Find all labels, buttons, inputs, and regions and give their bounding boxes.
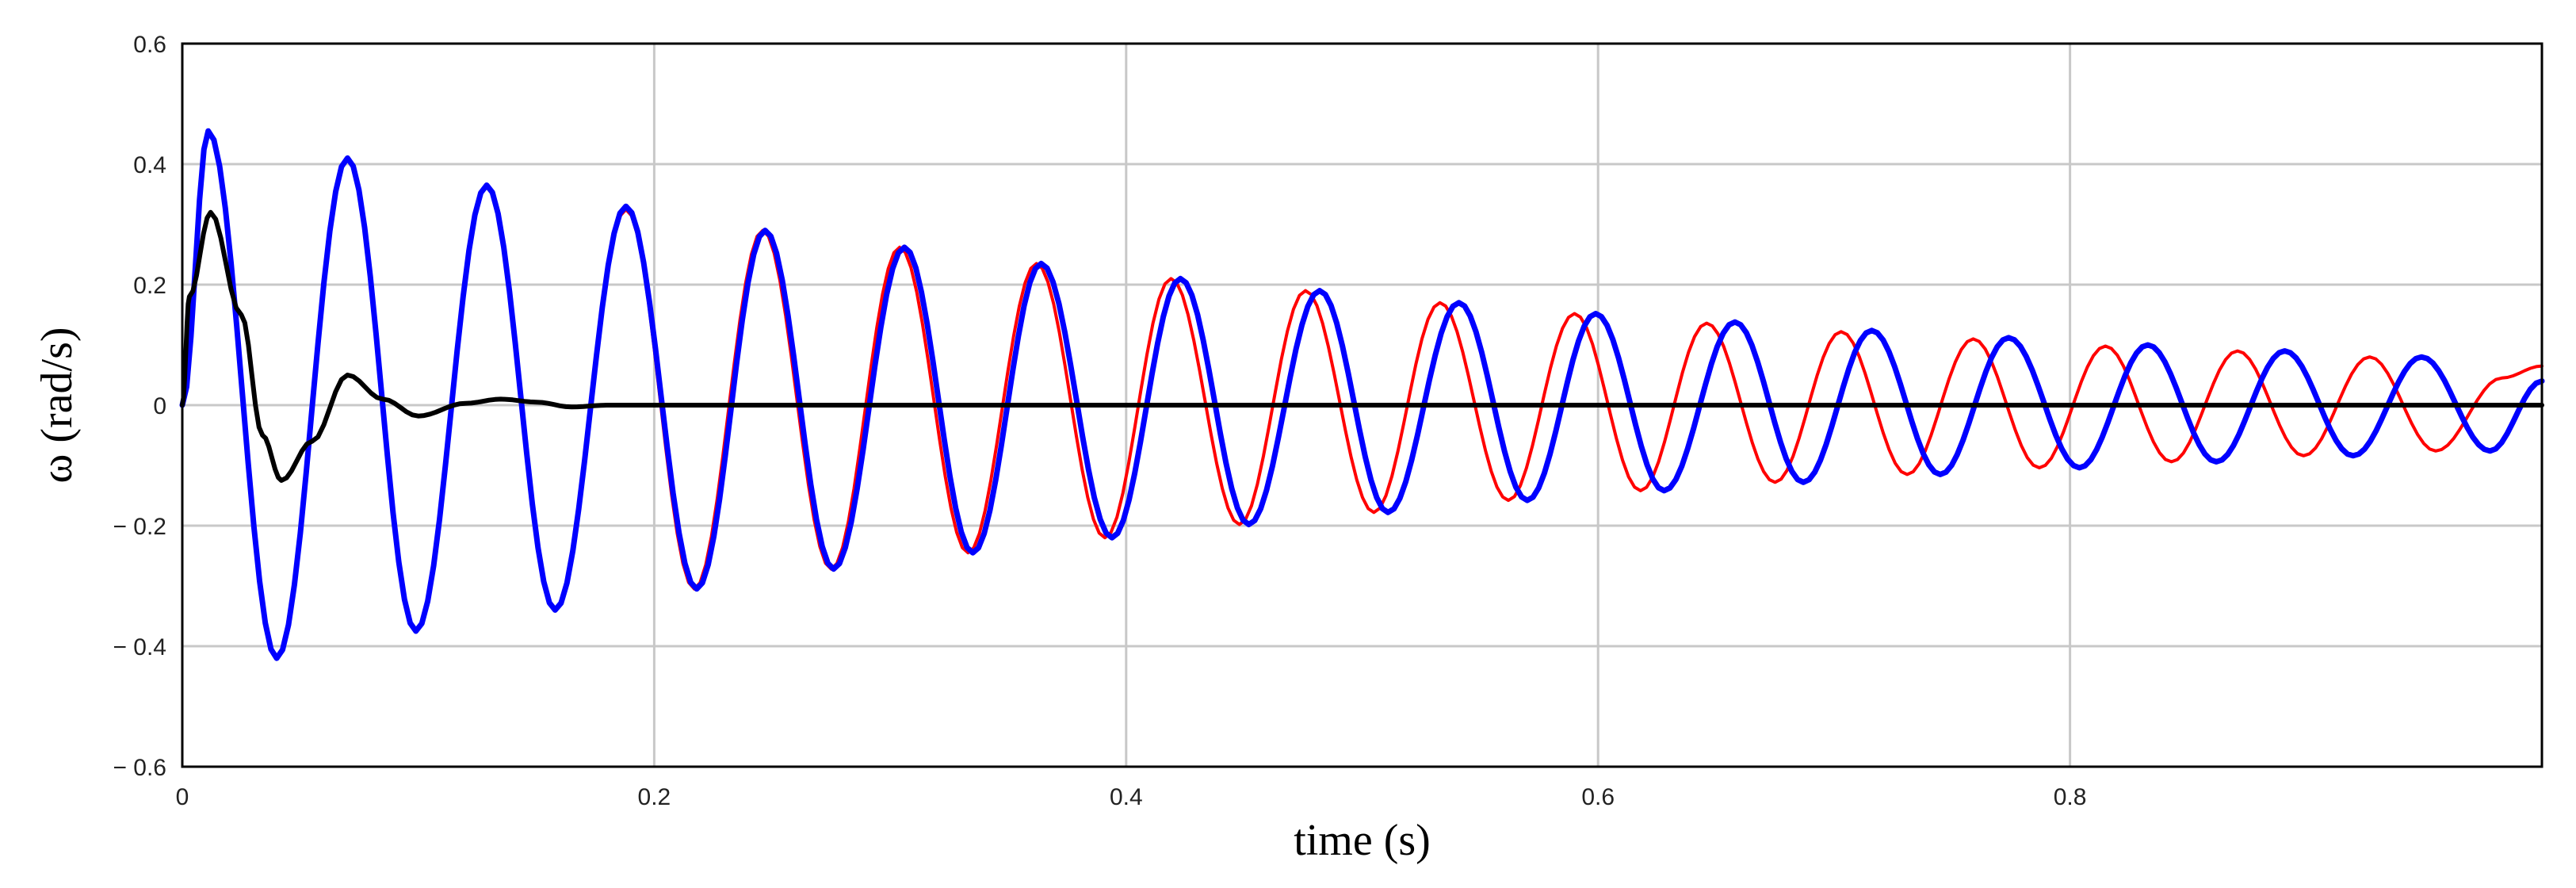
x-tick-label: 0.4 [1110, 784, 1143, 810]
y-axis-title: ω (rad/s) [32, 327, 82, 483]
plot-frame [181, 42, 2544, 768]
x-tick-label: 0.2 [638, 784, 671, 810]
series-line-1 [181, 129, 2544, 660]
y-tick-label: 0 [153, 393, 166, 419]
y-tick-label: − 0.6 [113, 755, 166, 781]
x-tick-label: 0.8 [2054, 784, 2087, 810]
y-tick-label: − 0.2 [113, 514, 166, 540]
y-tick-label: − 0.4 [113, 634, 166, 660]
series-line-2 [179, 128, 2545, 661]
y-tick-label: 0.4 [133, 152, 166, 178]
y-tick-label: 0.6 [133, 32, 166, 58]
tick-labels: 0 0.2 0.4 0.6 0.8 − 0.6 − 0.4 − 0.2 0 0.2 0.4 0.6 [113, 32, 2086, 810]
x-tick-label: 0.6 [1581, 784, 1615, 810]
series-lines [179, 128, 2545, 661]
series-line-3 [180, 209, 2544, 483]
x-tick-label: 0 [176, 784, 189, 810]
x-axis-title: time (s) [1294, 816, 1431, 865]
y-tick-label: 0.2 [133, 273, 166, 299]
